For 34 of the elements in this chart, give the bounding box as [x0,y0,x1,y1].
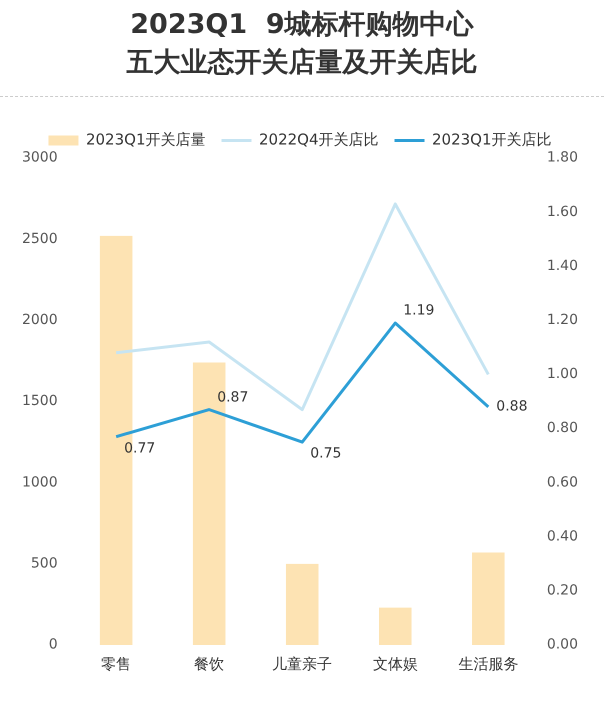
y-tick-label: 1500 [22,393,58,410]
y2-tick-label: 1.60 [546,204,578,220]
y-tick-label: 3000 [22,150,58,166]
data-label: 0.75 [310,446,342,462]
legend-label: 2023Q1开关店量 [86,130,206,148]
legend-label: 2023Q1开关店比 [432,130,552,148]
legend-label: 2022Q4开关店比 [258,130,379,148]
data-label: 0.87 [217,389,248,406]
bar [378,608,412,645]
bar [286,564,319,645]
bar [472,552,505,645]
y-tick-label: 2500 [22,230,58,247]
chart-title: 2023Q1 9城标杆购物中心五大业态开关店量及开关店比 [126,8,478,80]
x-tick-label: 餐饮 [194,654,224,673]
y2-tick-label: 0.40 [546,528,578,544]
x-tick-label: 儿童亲子 [272,654,332,673]
y2-tick-label: 1.20 [546,312,578,328]
y-tick-label: 0 [48,636,58,653]
x-tick-label: 文体娱 [372,654,418,673]
y2-tick-label: 0.60 [546,474,578,490]
y2-tick-label: 1.80 [546,150,578,166]
y2-tick-label: 1.00 [546,366,578,382]
y2-tick-label: 0.20 [546,582,578,599]
data-label: 1.19 [403,302,434,319]
x-tick-label: 零售 [101,654,132,673]
y2-tick-label: 1.40 [546,258,578,274]
y2-tick-label: 0.80 [546,420,578,436]
y-tick-label: 1000 [22,474,58,490]
y2-tick-label: 0.00 [546,636,578,653]
y-tick-label: 2000 [22,312,58,328]
data-label: 0.77 [124,440,156,456]
data-label: 0.88 [496,398,528,415]
x-tick-label: 生活服务 [458,654,518,673]
y-tick-label: 500 [30,555,58,572]
